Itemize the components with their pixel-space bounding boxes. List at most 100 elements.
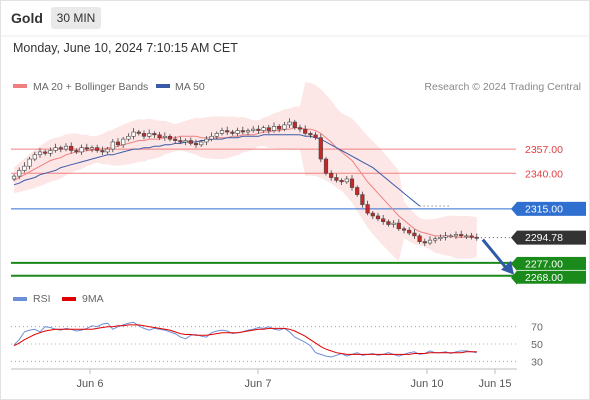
candle-body-3 xyxy=(27,158,32,167)
candle-body-2 xyxy=(22,165,27,171)
candle-body-52 xyxy=(282,124,287,130)
candle-body-69 xyxy=(370,212,375,217)
price-level-tag-notch-5 xyxy=(511,270,517,285)
candle-body-45 xyxy=(245,130,251,133)
candle-body-11 xyxy=(69,145,74,151)
candle-body-88 xyxy=(469,235,474,238)
candle-body-83 xyxy=(443,235,448,238)
candle-body-60 xyxy=(323,158,329,174)
candle-body-31 xyxy=(173,138,178,141)
price-level-tag-4 xyxy=(517,256,586,270)
price-level-label-3: 2294.78 xyxy=(525,232,563,244)
candle-body-63 xyxy=(339,180,344,183)
forecast-arrow-shaft xyxy=(481,238,508,269)
candle-body-27 xyxy=(152,133,157,136)
timeframe-button[interactable]: 30 MIN xyxy=(51,7,101,29)
price-level-label-2: 2315.00 xyxy=(525,203,563,215)
candle-body-26 xyxy=(147,133,152,137)
price-level-tag-2 xyxy=(517,201,586,216)
forecast-arrow-head xyxy=(501,260,514,275)
candle-body-36 xyxy=(199,141,204,146)
candle-body-5 xyxy=(37,151,43,156)
rsi-level-label-0: 70 xyxy=(531,322,543,334)
candle-body-0 xyxy=(11,175,17,180)
candle-body-30 xyxy=(167,135,173,140)
candle-body-77 xyxy=(412,232,417,237)
candle-body-85 xyxy=(453,234,459,237)
candle-body-35 xyxy=(193,143,199,146)
candle-body-1 xyxy=(17,170,22,177)
candle-body-64 xyxy=(344,178,349,183)
candle-body-49 xyxy=(266,127,271,131)
rsi-level-label-1: 50 xyxy=(531,339,543,351)
candle-body-75 xyxy=(401,228,407,231)
rsi-ma-legend-label: 9MA xyxy=(82,293,104,305)
candle-body-19 xyxy=(110,141,115,150)
candle-body-42 xyxy=(230,131,235,134)
candle-body-15 xyxy=(89,147,95,150)
candle-body-24 xyxy=(136,131,141,134)
rsi-panel: 70 50 30 xyxy=(11,322,543,368)
candle-body-59 xyxy=(318,137,323,160)
ma20-legend-swatch xyxy=(13,84,27,88)
candle-body-28 xyxy=(157,134,162,138)
candle-body-79 xyxy=(422,241,427,244)
candle-body-21 xyxy=(121,138,126,146)
candle-body-72 xyxy=(386,221,391,225)
price-level-label-5: 2268.00 xyxy=(525,272,563,284)
candle-body-9 xyxy=(58,147,63,150)
candle-body-56 xyxy=(303,128,308,134)
candle-body-12 xyxy=(74,150,79,153)
candle-body-33 xyxy=(183,140,188,143)
x-tick-label-1: Jun 7 xyxy=(245,378,272,390)
candle-body-62 xyxy=(334,177,339,181)
candle-body-53 xyxy=(287,121,292,126)
candle-body-38 xyxy=(209,135,214,140)
candle-body-32 xyxy=(178,140,183,143)
ma50-legend-label: MA 50 xyxy=(175,81,205,93)
ma20-line xyxy=(13,127,477,238)
candle-body-74 xyxy=(396,222,401,230)
x-tick-label-2: Jun 10 xyxy=(410,378,443,390)
candle-body-10 xyxy=(63,145,69,150)
candle-body-78 xyxy=(417,235,422,242)
candle-body-43 xyxy=(235,130,240,134)
price-level-tag-3 xyxy=(517,230,586,245)
candle-body-13 xyxy=(79,147,84,153)
candle-body-37 xyxy=(204,138,209,143)
candle-body-4 xyxy=(32,154,37,160)
candle-body-40 xyxy=(219,130,225,134)
candle-body-14 xyxy=(84,147,89,150)
candle-body-17 xyxy=(100,150,105,153)
candle-body-8 xyxy=(53,147,58,151)
candle-body-6 xyxy=(43,151,48,154)
price-panel: 2357.00 2340.00 2315.00 2294.78 2277.00 2268.… xyxy=(11,82,586,285)
candle-body-50 xyxy=(271,126,277,131)
candle-body-84 xyxy=(448,235,453,238)
price-level-tag-notch-3 xyxy=(511,230,517,245)
rsi-legend-swatch xyxy=(13,297,27,301)
candle-body-55 xyxy=(297,127,303,130)
candle-body-70 xyxy=(375,215,381,220)
x-axis: Jun 6 Jun 7 Jun 10 Jun 15 xyxy=(77,369,512,390)
candle-body-39 xyxy=(214,133,219,137)
candle-body-80 xyxy=(427,239,433,244)
candle-body-34 xyxy=(188,140,193,144)
rsi-level-label-2: 30 xyxy=(531,356,543,368)
candle-body-20 xyxy=(115,141,121,146)
candle-body-47 xyxy=(256,128,261,131)
research-credit: Research © 2024 Trading Central xyxy=(424,81,581,93)
candle-body-73 xyxy=(391,222,396,225)
candle-body-22 xyxy=(126,135,131,140)
candle-body-48 xyxy=(261,127,266,131)
candle-body-44 xyxy=(240,130,245,133)
candle-body-65 xyxy=(349,178,355,188)
candle-body-68 xyxy=(365,204,370,214)
candle-body-86 xyxy=(459,234,464,237)
price-level-tag-5 xyxy=(517,270,586,284)
candle-body-58 xyxy=(313,134,318,138)
price-level-label-0: 2357.00 xyxy=(525,144,563,156)
candle-body-66 xyxy=(355,187,360,195)
instrument-title: Gold xyxy=(11,10,43,26)
